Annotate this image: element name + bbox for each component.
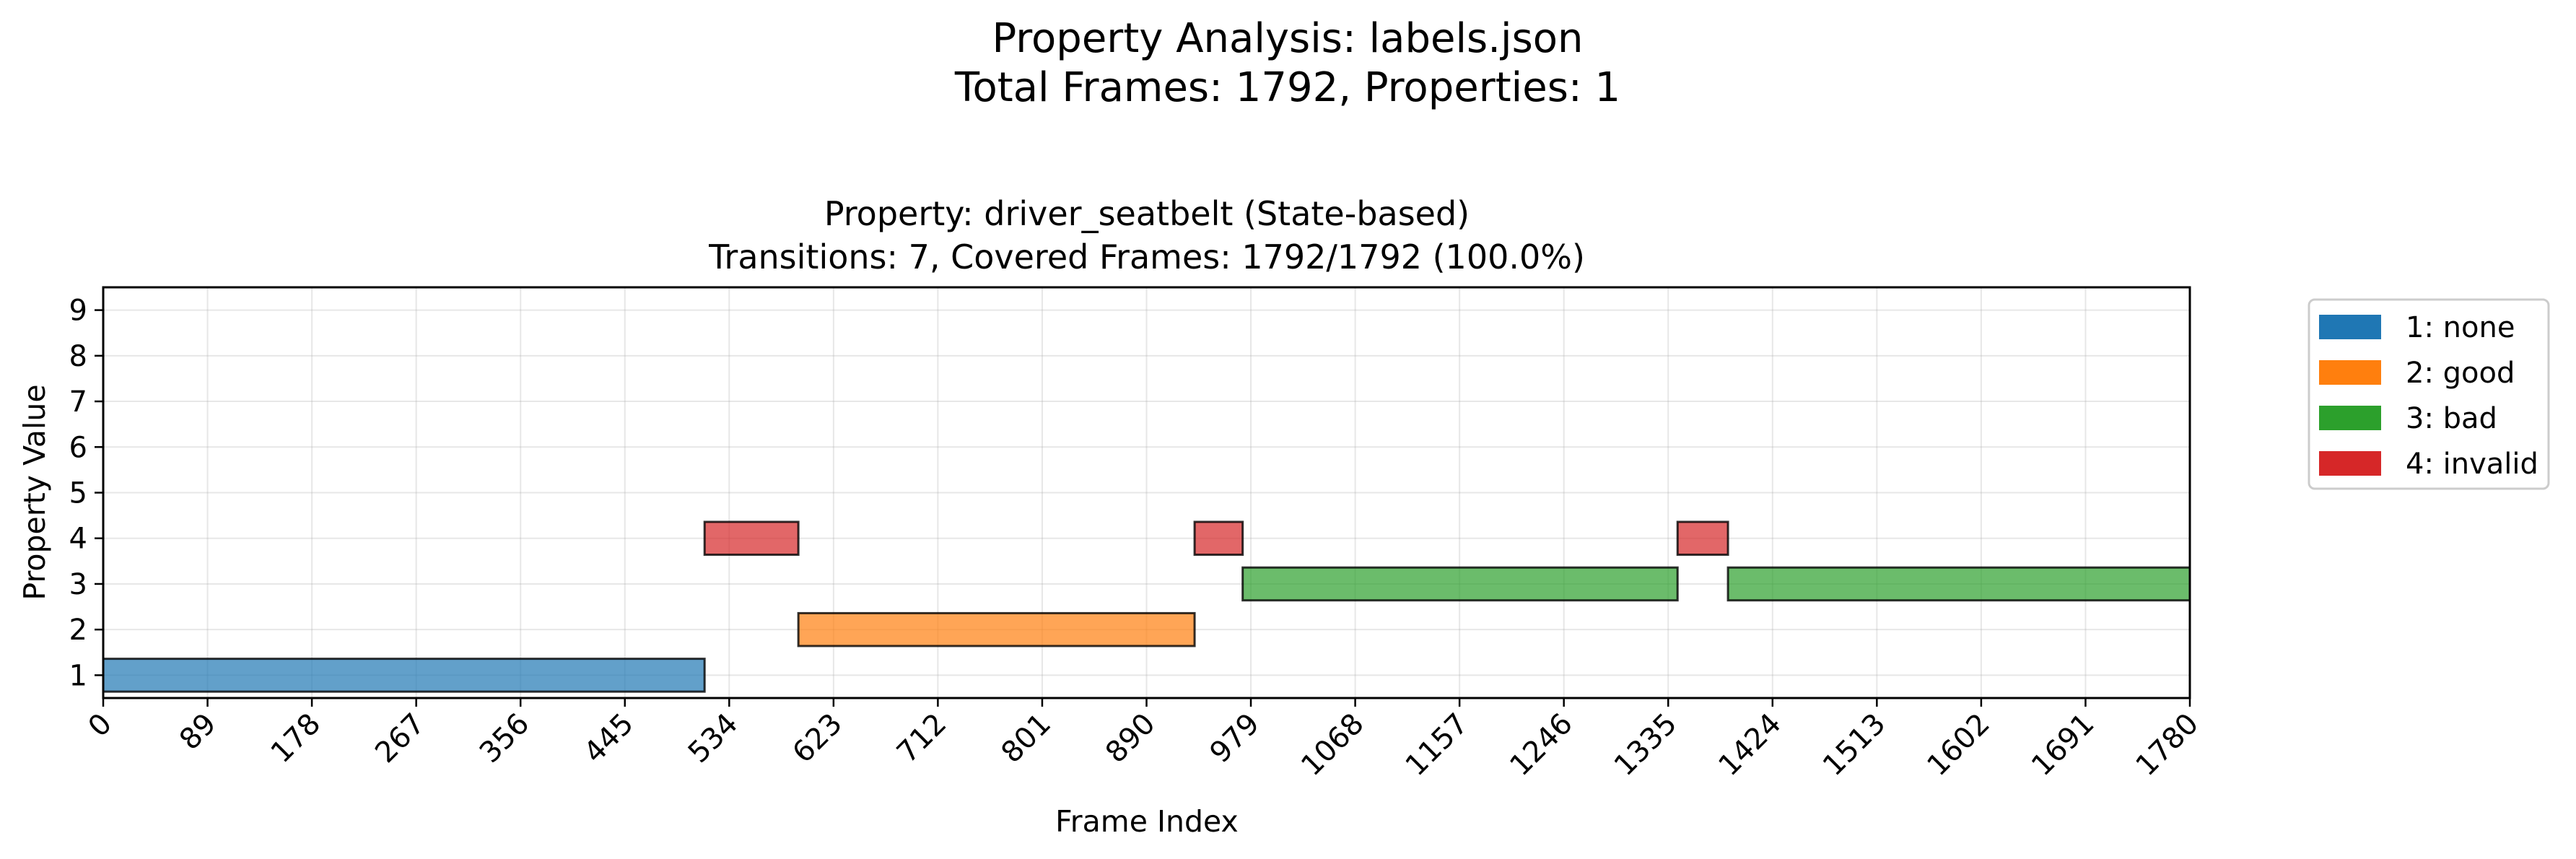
figure-suptitle-line1: Property Analysis: labels.json [992, 15, 1583, 62]
segment-bar-value-3 [1726, 566, 2191, 602]
y-tick-label: 8 [69, 340, 87, 373]
x-tick-label: 623 [786, 707, 849, 770]
segment-bar-value-4 [1193, 520, 1244, 556]
x-tick-label: 979 [1204, 707, 1267, 770]
legend-label: 2: good [2406, 357, 2515, 390]
x-tick-label: 1335 [1608, 707, 1684, 783]
legend-label: 1: none [2406, 311, 2515, 344]
data-bars [102, 520, 2191, 693]
legend-swatch [2319, 360, 2381, 385]
y-tick-label: 6 [69, 431, 87, 464]
x-tick-label: 445 [577, 707, 640, 770]
legend-swatch [2319, 315, 2381, 339]
x-tick-label: 890 [1099, 707, 1162, 770]
y-tick-label: 1 [69, 659, 87, 692]
legend-swatch [2319, 451, 2381, 476]
x-tick-label: 1602 [1921, 707, 1996, 783]
x-tick-label: 356 [473, 707, 536, 770]
x-tick-label: 0 [82, 707, 119, 744]
legend: 1: none 2: good 3: bad 4: invalid [2308, 298, 2550, 490]
segment-bar-value-1 [102, 658, 706, 693]
y-axis-ticks: 1 2 3 4 5 6 7 8 9 [69, 295, 103, 692]
y-axis-label: Property Value [17, 384, 52, 600]
x-tick-label: 1068 [1295, 707, 1371, 783]
segment-bar-value-3 [1241, 566, 1679, 602]
axes-title-line2: Transitions: 7, Covered Frames: 1792/179… [708, 237, 1585, 276]
x-tick-label: 1513 [1817, 707, 1892, 783]
segment-bar-value-2 [797, 611, 1196, 647]
y-tick-label: 4 [69, 523, 87, 556]
y-tick-label: 2 [69, 614, 87, 647]
axes-title-line1: Property: driver_seatbelt (State-based) [824, 194, 1470, 233]
y-tick-label: 3 [69, 568, 87, 601]
segment-bar-value-4 [1676, 520, 1729, 556]
x-tick-label: 1246 [1503, 707, 1579, 783]
x-tick-label: 712 [891, 707, 953, 770]
x-tick-label: 178 [265, 707, 328, 770]
x-tick-label: 1691 [2025, 707, 2101, 783]
x-tick-label: 1424 [1712, 707, 1788, 783]
grid-lines [102, 287, 2191, 698]
legend-label: 4: invalid [2406, 448, 2538, 481]
x-tick-label: 1780 [2130, 707, 2206, 783]
legend-label: 3: bad [2406, 402, 2497, 435]
x-axis-ticks: 0 89 178 267 356 445 534 623 712 801 890 979 1068 115… [82, 698, 2206, 783]
legend-swatch [2319, 406, 2381, 430]
x-tick-label: 89 [173, 707, 223, 757]
x-tick-label: 1157 [1400, 707, 1475, 783]
figure-suptitle-line2: Total Frames: 1792, Properties: 1 [954, 64, 1620, 111]
y-tick-label: 7 [69, 385, 87, 419]
legend-frame [2308, 298, 2550, 490]
segment-bar-value-4 [703, 520, 800, 556]
y-tick-label: 5 [69, 477, 87, 510]
x-tick-label: 267 [369, 707, 432, 770]
x-axis-label: Frame Index [1055, 804, 1239, 839]
y-tick-label: 9 [69, 295, 87, 328]
x-tick-label: 534 [682, 707, 745, 770]
x-tick-label: 801 [995, 707, 1057, 770]
